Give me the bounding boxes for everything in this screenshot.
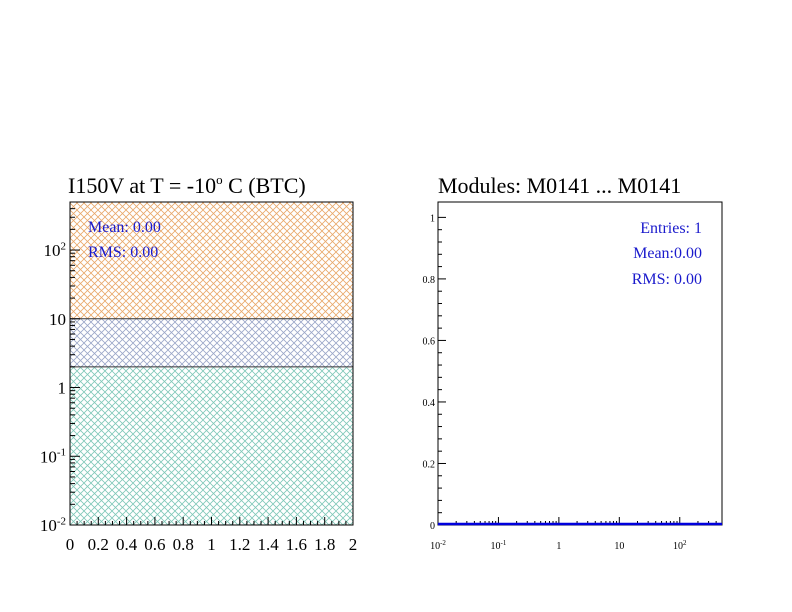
right-y-tick-label: 0.8: [423, 275, 436, 286]
right-stat-entries: Entries: 1: [640, 220, 702, 237]
left-x-tick-label: 0.8: [173, 535, 194, 554]
left-y-axis: 10-2 10-1 1 10 102: [40, 201, 80, 535]
right-x-tick-label: 10-1: [491, 539, 507, 552]
left-stat-mean: Mean: 0.00: [88, 219, 161, 236]
right-y-tick-label: 0.2: [423, 459, 436, 470]
right-y-tick-label: 0.4: [423, 398, 436, 409]
right-x-tick-label: 10-2: [430, 539, 446, 552]
left-band-mid: [70, 318, 353, 367]
right-x-tick-label: 102: [673, 539, 687, 552]
left-x-tick-label: 2: [349, 535, 358, 554]
left-y-tick-label: 10: [49, 310, 66, 329]
left-x-axis: 0 0.2 0.4 0.6 0.8 1 1.2 1.4 1.6 1.8 2: [66, 517, 358, 554]
right-x-axis: 10-2 10-1 1 10 102: [430, 517, 723, 552]
left-x-tick-label: 1.4: [257, 535, 279, 554]
right-x-tick-label: 10: [614, 541, 624, 552]
left-band-low: [70, 366, 353, 525]
left-chart: I150V at T = -10o C (BTC) 0 0.2 0.4 0.6 0.8 1…: [40, 172, 357, 554]
right-y-tick-label: 0: [430, 521, 435, 532]
left-x-tick-label: 0.4: [116, 535, 138, 554]
right-chart: Modules: M0141 ... M0141 10-2 10-1 1 10 102 …: [423, 173, 723, 552]
left-x-tick-label: 1.8: [314, 535, 335, 554]
left-x-tick-label: 0: [66, 535, 75, 554]
left-x-tick-label: 1: [207, 535, 216, 554]
left-x-tick-label: 1.2: [229, 535, 250, 554]
right-y-axis: 0 0.2 0.4 0.6 0.8 1: [423, 213, 446, 532]
right-x-tick-label: 1: [556, 541, 561, 552]
right-chart-title: Modules: M0141 ... M0141: [438, 173, 681, 198]
left-band-high: [70, 202, 353, 319]
left-stat-rms: RMS: 0.00: [88, 244, 158, 261]
right-stat-rms: RMS: 0.00: [632, 271, 702, 288]
left-y-tick-label: 10-1: [40, 447, 66, 467]
left-x-tick-label: 0.2: [88, 535, 109, 554]
left-y-tick-label: 1: [58, 379, 67, 398]
right-y-tick-label: 0.6: [423, 336, 436, 347]
left-chart-title: I150V at T = -10o C (BTC): [68, 172, 306, 198]
left-x-tick-label: 1.6: [286, 535, 307, 554]
left-x-tick-label: 0.6: [144, 535, 165, 554]
left-y-tick-label: 102: [44, 240, 67, 260]
left-y-tick-label: 10-2: [40, 515, 66, 535]
right-stat-mean: Mean:0.00: [633, 245, 702, 262]
right-y-tick-label: 1: [430, 213, 435, 224]
